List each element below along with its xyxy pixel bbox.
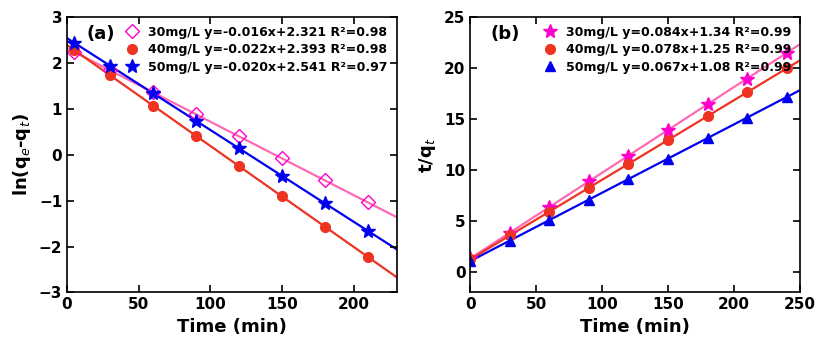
Legend: 30mg/L y=-0.016x+2.321 R²=0.98, 40mg/L y=-0.022x+2.393 R²=0.98, 50mg/L y=-0.020x: 30mg/L y=-0.016x+2.321 R²=0.98, 40mg/L y…	[117, 23, 390, 76]
X-axis label: Time (min): Time (min)	[581, 318, 690, 336]
X-axis label: Time (min): Time (min)	[177, 318, 287, 336]
Y-axis label: t/q$_t$: t/q$_t$	[418, 137, 438, 172]
Text: (b): (b)	[490, 25, 519, 43]
Y-axis label: ln(q$_e$-q$_t$): ln(q$_e$-q$_t$)	[11, 113, 33, 196]
Text: (a): (a)	[87, 25, 115, 43]
Legend: 30mg/L y=0.084x+1.34 R²=0.99, 40mg/L y=0.078x+1.25 R²=0.99, 50mg/L y=0.067x+1.08: 30mg/L y=0.084x+1.34 R²=0.99, 40mg/L y=0…	[534, 23, 794, 76]
